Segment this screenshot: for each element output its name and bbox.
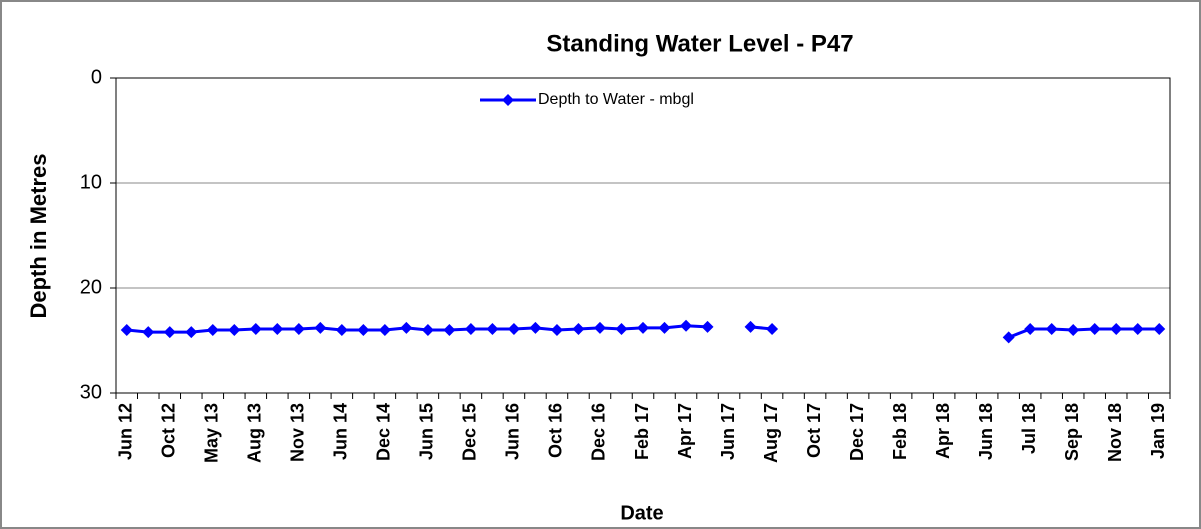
y-tick-label: 0 — [91, 66, 102, 88]
data-point — [507, 322, 520, 335]
data-point — [335, 324, 348, 336]
data-point — [766, 322, 779, 335]
data-point — [529, 321, 542, 334]
x-tick-label: Jan 19 — [1148, 403, 1168, 459]
data-point — [680, 319, 693, 332]
data-point — [637, 321, 649, 334]
x-tick-label: Jun 17 — [718, 403, 738, 460]
data-point — [1088, 322, 1101, 335]
x-tick-label: Jun 18 — [976, 403, 996, 460]
x-tick-label: Dec 14 — [374, 403, 394, 461]
legend-label: Depth to Water - mbgl — [538, 91, 694, 108]
x-tick-label: Dec 17 — [847, 403, 867, 461]
data-point — [550, 324, 563, 336]
x-tick-label: Oct 17 — [804, 403, 824, 458]
data-point — [249, 322, 262, 335]
data-point — [1153, 322, 1166, 335]
y-tick-label: 30 — [80, 381, 102, 403]
data-point — [357, 324, 370, 336]
data-point — [292, 322, 305, 335]
x-tick-label: Nov 18 — [1105, 403, 1125, 462]
data-point — [658, 321, 671, 334]
data-point — [593, 321, 606, 334]
data-point — [1024, 322, 1037, 335]
data-point — [1131, 322, 1144, 335]
data-point — [378, 324, 391, 336]
x-axis-label: Date — [620, 502, 663, 524]
data-point — [185, 326, 198, 339]
data-point — [443, 324, 456, 336]
data-point — [163, 326, 176, 339]
x-tick-label: Apr 18 — [933, 403, 953, 459]
data-point — [228, 324, 241, 336]
x-tick-label: Oct 12 — [159, 403, 179, 458]
plot-area — [116, 78, 1170, 393]
x-tick-label: Jul 18 — [1019, 403, 1039, 454]
data-point — [701, 320, 714, 333]
data-point — [486, 322, 499, 335]
x-tick-label: Jun 12 — [116, 403, 136, 460]
x-tick-label: Apr 17 — [675, 403, 695, 459]
x-tick-label: Dec 16 — [589, 403, 609, 461]
data-point — [1045, 322, 1058, 335]
chart-title: Standing Water Level - P47 — [546, 30, 853, 57]
x-tick-label: Aug 17 — [761, 403, 781, 463]
x-tick-label: Jun 15 — [417, 403, 437, 460]
data-point — [572, 322, 585, 335]
legend-marker — [502, 94, 514, 106]
x-tick-label: May 13 — [202, 403, 222, 463]
data-point — [206, 324, 219, 336]
data-point — [314, 321, 327, 334]
x-tick-label: Nov 13 — [288, 403, 308, 462]
data-point — [464, 322, 477, 335]
x-tick-label: Feb 18 — [890, 403, 910, 460]
data-point — [400, 321, 413, 334]
x-tick-label: Dec 15 — [460, 403, 480, 461]
data-point — [120, 324, 133, 336]
x-tick-label: Feb 17 — [632, 403, 652, 460]
y-tick-label: 20 — [80, 276, 102, 298]
x-tick-label: Sep 18 — [1062, 403, 1082, 461]
y-tick-label: 10 — [80, 171, 102, 193]
data-point — [271, 322, 284, 335]
x-tick-label: Aug 13 — [245, 403, 265, 463]
data-point — [421, 324, 434, 336]
x-tick-label: Jun 14 — [331, 403, 351, 460]
x-tick-label: Oct 16 — [546, 403, 566, 458]
data-point — [744, 320, 757, 333]
data-point — [1067, 324, 1080, 336]
data-point — [615, 322, 628, 335]
plot-border — [115, 77, 1171, 394]
data-point — [1002, 331, 1015, 344]
y-axis-label: Depth in Metres — [26, 153, 51, 318]
data-point — [1110, 322, 1123, 335]
x-tick-label: Jun 16 — [503, 403, 523, 460]
data-point — [142, 326, 155, 339]
